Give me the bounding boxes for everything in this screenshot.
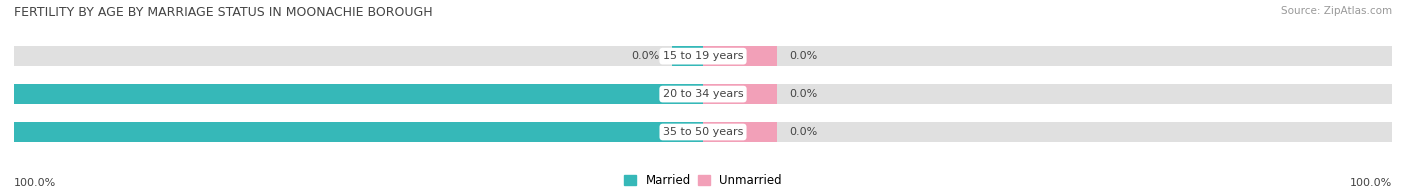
Bar (14, 122, 703, 142)
Bar (14, 84, 703, 104)
Text: 20 to 34 years: 20 to 34 years (662, 89, 744, 99)
Text: 100.0%: 100.0% (0, 89, 1, 99)
Bar (14, 84, 703, 104)
Bar (703, 122, 778, 142)
Text: FERTILITY BY AGE BY MARRIAGE STATUS IN MOONACHIE BOROUGH: FERTILITY BY AGE BY MARRIAGE STATUS IN M… (14, 6, 433, 19)
Bar (672, 46, 703, 66)
Text: 0.0%: 0.0% (631, 51, 659, 61)
Legend: Married, Unmarried: Married, Unmarried (620, 169, 786, 192)
Bar (703, 84, 1392, 104)
Bar (703, 84, 778, 104)
Text: Source: ZipAtlas.com: Source: ZipAtlas.com (1281, 6, 1392, 16)
Bar (14, 122, 703, 142)
Text: 35 to 50 years: 35 to 50 years (662, 127, 744, 137)
Bar (703, 46, 1392, 66)
Text: 100.0%: 100.0% (0, 127, 1, 137)
Text: 100.0%: 100.0% (14, 178, 56, 188)
Text: 0.0%: 0.0% (789, 127, 817, 137)
Text: 100.0%: 100.0% (1350, 178, 1392, 188)
Text: 0.0%: 0.0% (789, 89, 817, 99)
Bar (703, 46, 778, 66)
Bar (703, 122, 1392, 142)
Bar (14, 46, 703, 66)
Text: 0.0%: 0.0% (789, 51, 817, 61)
Text: 15 to 19 years: 15 to 19 years (662, 51, 744, 61)
